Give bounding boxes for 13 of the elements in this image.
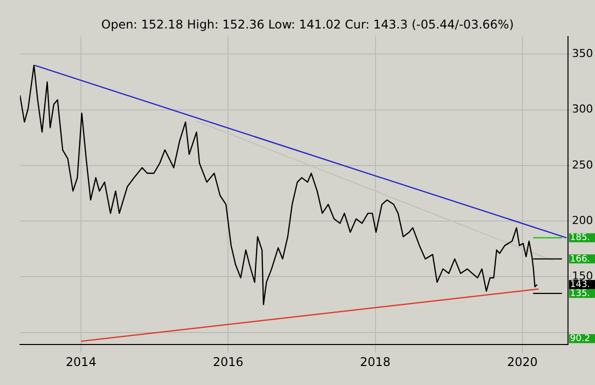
x-tick-label: 2020 [507,354,538,369]
y-tick-label: 300 [572,102,593,116]
x-tick-label: 2018 [360,354,391,369]
y-tick-label: 250 [572,158,593,172]
text: 90.2 [570,334,590,344]
ref-line-label: 135. [570,288,590,299]
x-tick-label: 2016 [212,354,244,369]
y-tick-label: 200 [572,214,593,227]
x-tick-label: 2014 [66,354,96,369]
ref-line-label: 166. [570,254,590,264]
chart-subtitle: Open: 152.18 High: 152.36 Low: 141.02 Cur: 143.3 (-05.44/-03.66%) [101,17,514,32]
ref-line-label: 185. [570,233,590,244]
y-tick-label: 350 [572,47,593,60]
